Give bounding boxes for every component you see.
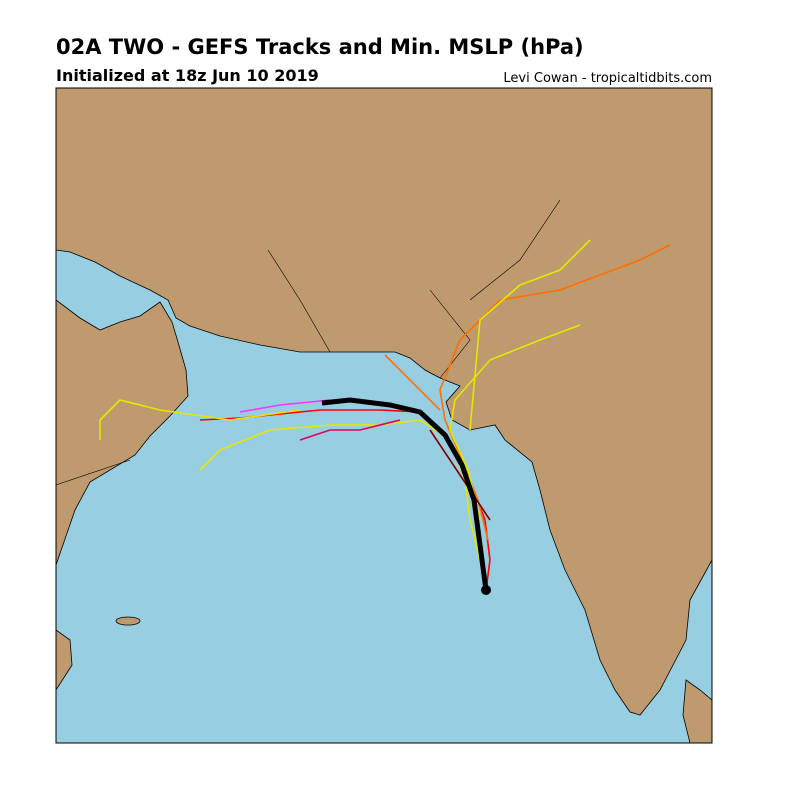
- track: [429, 429, 491, 521]
- title: 02A TWO - GEFS Tracks and Min. MSLP (hPa…: [56, 35, 584, 59]
- border: [56, 199, 561, 486]
- land: [56, 299, 189, 566]
- track: [469, 239, 591, 431]
- land: [682, 679, 712, 743]
- subtitle: Initialized at 18z Jun 10 2019: [56, 66, 319, 85]
- land: [56, 629, 73, 691]
- track: [299, 419, 401, 441]
- track: [449, 324, 581, 521]
- map: [56, 88, 712, 743]
- island: [115, 616, 141, 626]
- map-frame: [55, 87, 713, 744]
- start-point: [481, 585, 491, 595]
- track: [99, 399, 301, 440]
- track: [199, 419, 481, 561]
- tracks: [99, 239, 671, 591]
- mean-track: [321, 397, 489, 591]
- track: [384, 354, 441, 411]
- track: [239, 399, 331, 413]
- credit: Levi Cowan - tropicaltidbits.com: [503, 71, 712, 86]
